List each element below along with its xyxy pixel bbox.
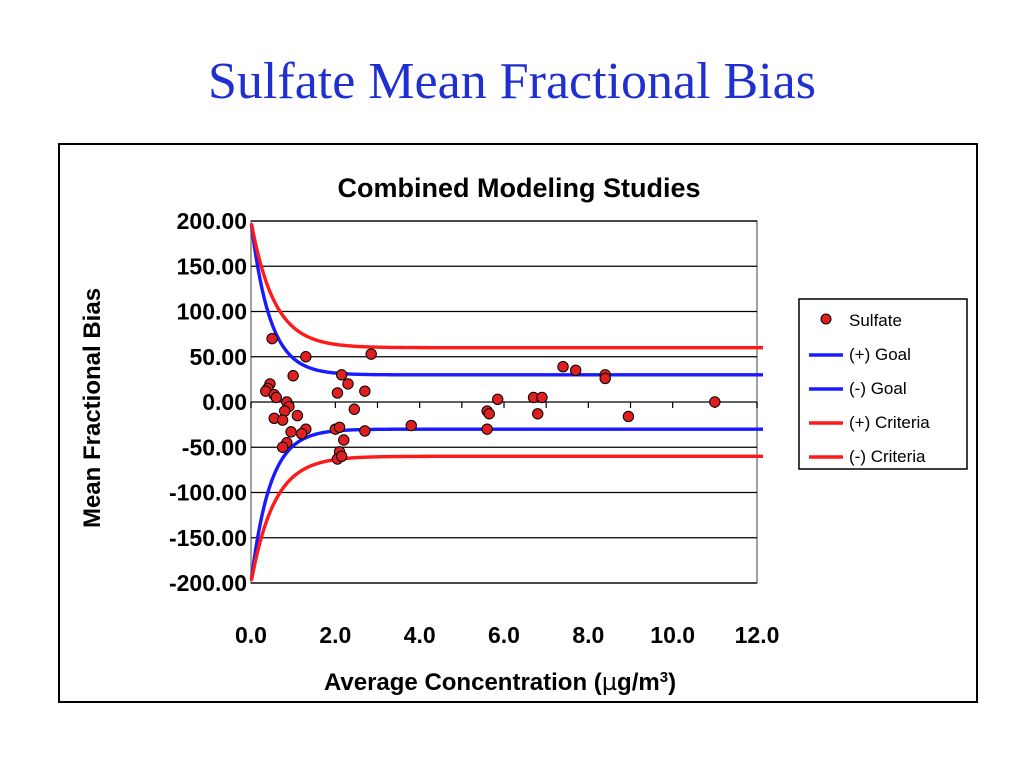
sulfate-point — [335, 450, 348, 462]
scatter-points — [260, 332, 721, 465]
sulfate-point — [405, 419, 417, 432]
x-axis-title-unit: g/m — [617, 669, 660, 696]
sulfate-point — [270, 391, 283, 404]
curve-goal — [249, 224, 763, 377]
y-tick-label: 50.00 — [189, 344, 247, 370]
sulfate-point — [483, 408, 495, 420]
chart-title: Combined Modeling Studies — [338, 173, 701, 203]
sulfate-point — [599, 372, 611, 385]
x-axis-title-main: Average Concentration ( — [324, 669, 602, 696]
x-tick-label: 6.0 — [488, 622, 520, 648]
sulfate-point — [709, 396, 721, 408]
y-tick-label: -100.00 — [169, 480, 247, 506]
y-tick-label: -200.00 — [169, 570, 247, 596]
x-axis-title-sup: 3 — [660, 669, 668, 686]
sulfate-point — [569, 364, 582, 377]
legend-label: Sulfate — [849, 311, 902, 330]
sulfate-point — [338, 434, 350, 446]
sulfate-point — [295, 427, 308, 440]
x-tick-label: 2.0 — [319, 622, 351, 648]
gridlines — [250, 220, 758, 584]
legend-marker-sulfate — [820, 313, 832, 325]
sulfate-point — [342, 378, 354, 390]
y-tick-label: -50.00 — [182, 434, 247, 460]
x-tick-labels: 0.0 2.0 4.0 6.0 8.0 10.0 12.0 — [235, 622, 779, 648]
sulfate-point — [300, 351, 312, 363]
sulfate-point — [291, 409, 304, 422]
sulfate-point — [333, 421, 346, 434]
sulfate-point — [536, 391, 548, 404]
sulfate-point — [266, 332, 278, 345]
sulfate-point — [276, 441, 289, 453]
y-tick-labels: 200.00 150.00 100.00 50.00 0.00 -50.00 -100.00… — [169, 208, 247, 596]
sulfate-point — [276, 414, 289, 426]
chart-frame: Combined Modeling Studies 200.00 150.00 10… — [58, 143, 978, 703]
legend-label: (-) Criteria — [849, 447, 926, 466]
x-axis-title-close: ) — [668, 669, 676, 696]
sulfate-point — [348, 403, 361, 415]
legend: Sulfate (+) Goal (-) Goal (+) Criteria (-) C… — [798, 298, 968, 470]
y-tick-label: 100.00 — [177, 299, 247, 325]
x-tick-label: 0.0 — [235, 622, 267, 648]
x-tick-label: 4.0 — [404, 622, 436, 648]
x-axis-title: Average Concentration (µg/m3) — [324, 668, 676, 696]
sulfate-point — [481, 423, 493, 435]
sulfate-point — [359, 385, 371, 397]
x-tick-label: 12.0 — [735, 622, 780, 648]
slide-title: Sulfate Mean Fractional Bias — [208, 53, 816, 110]
legend-label: (+) Goal — [849, 345, 911, 364]
sulfate-point — [287, 370, 299, 382]
sulfate-point — [335, 369, 348, 381]
y-axis-title: Mean Fractional Bias — [79, 288, 106, 528]
y-tick-label: -150.00 — [169, 525, 247, 551]
y-tick-label: 150.00 — [177, 253, 247, 279]
legend-label: (-) Goal — [849, 379, 907, 398]
sulfate-point — [532, 408, 544, 420]
x-tick-label: 8.0 — [572, 622, 604, 648]
legend-box — [798, 298, 968, 470]
sulfate-point — [557, 361, 569, 373]
x-axis-title-mu: µ — [602, 668, 617, 696]
x-tick-label: 10.0 — [650, 622, 695, 648]
legend-label: (+) Criteria — [849, 413, 930, 432]
sulfate-point — [365, 348, 377, 360]
sulfate-point — [359, 425, 371, 437]
sulfate-point — [491, 393, 504, 405]
sulfate-point — [285, 426, 297, 438]
chart-svg: Combined Modeling Studies 200.00 150.00 10… — [79, 173, 968, 696]
sulfate-point — [331, 387, 344, 399]
sulfate-point — [622, 410, 635, 423]
y-tick-label: 200.00 — [177, 208, 247, 234]
curve-criteria — [249, 222, 763, 350]
y-tick-label: 0.00 — [202, 389, 247, 415]
